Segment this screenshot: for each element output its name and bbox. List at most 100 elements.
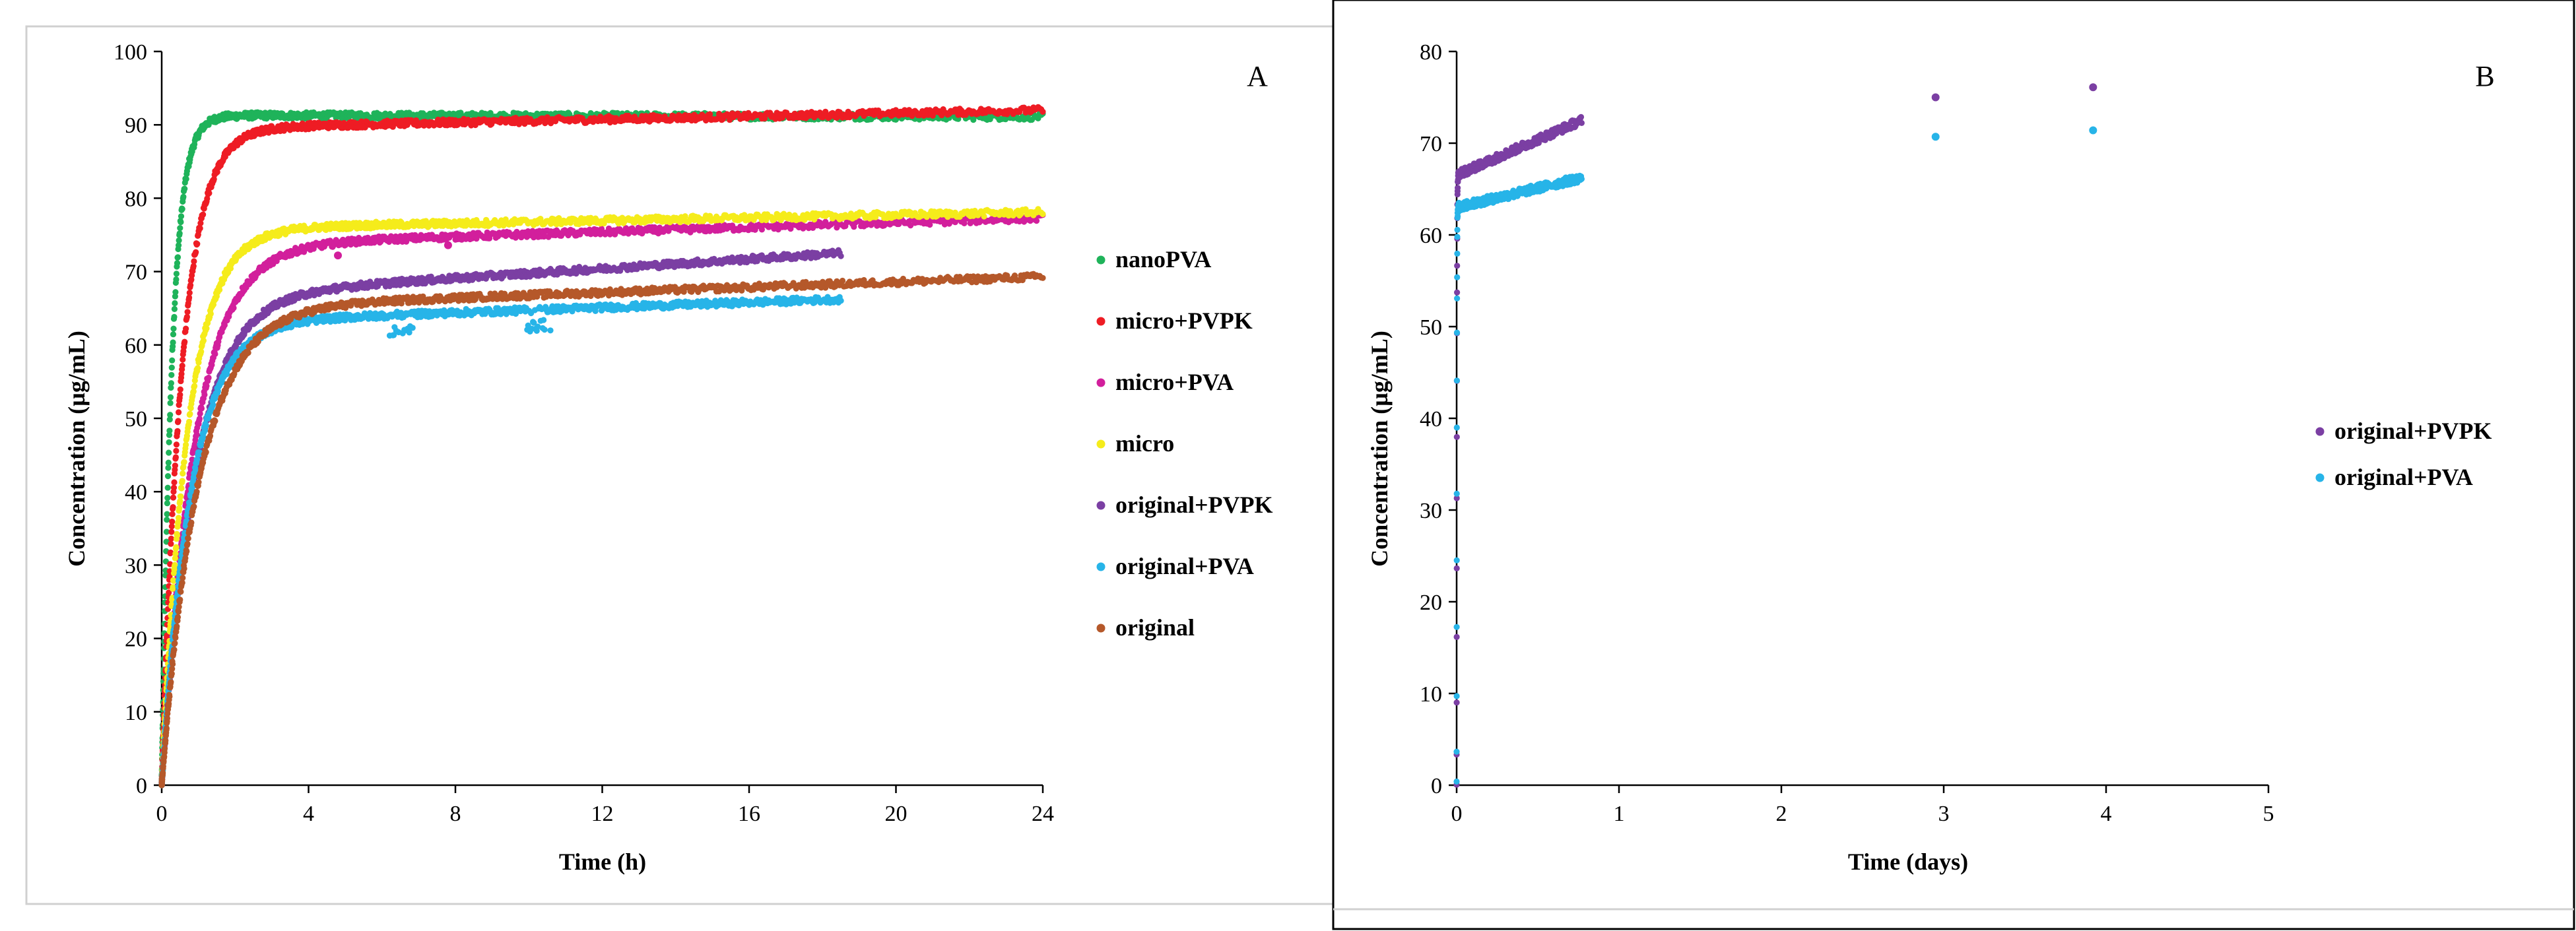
data-point [168,540,174,547]
data-point [172,300,178,307]
data-point [178,493,184,500]
data-point [184,309,191,315]
data-point [178,371,185,377]
data-point [961,220,968,226]
data-point [707,111,713,117]
data-point [166,416,173,423]
data-point [167,400,174,406]
data-point [170,577,177,585]
data-point [180,356,186,363]
chart-a-axes [154,50,1044,793]
data-point [166,432,173,438]
data-point [178,485,185,492]
data-point [164,495,171,501]
data-point [210,401,216,408]
data-point [334,251,342,260]
data-point [176,402,182,408]
data-point [186,418,193,425]
data-point [1021,104,1028,111]
data-point [216,286,223,293]
data-point [212,350,218,358]
data-point [230,305,237,311]
data-point [170,504,176,511]
data-point [174,260,181,267]
data-point [207,311,214,317]
data-point [173,271,180,277]
data-point [170,494,177,501]
data-point [195,365,201,371]
data-point [198,348,205,355]
data-point [193,431,200,438]
series-original-pva [158,294,844,788]
data-point [170,331,177,338]
data-point [908,222,914,229]
data-point [168,364,175,371]
data-point [182,185,188,192]
data-point [929,112,936,119]
data-point [183,325,189,332]
data-point [198,442,205,449]
data-point [179,362,185,369]
data-point [196,416,203,422]
data-point [165,465,172,471]
data-point [1033,218,1040,224]
data-point [181,459,187,465]
data-point [168,523,175,530]
data-point [194,241,201,247]
data-point [180,193,187,200]
data-point [172,550,179,557]
series-micro [158,206,1046,788]
data-point [174,428,181,434]
data-point [176,230,183,237]
data-point [169,357,176,364]
data-point [176,505,183,511]
data-point [171,479,178,486]
data-point [172,463,178,469]
data-point [170,484,178,491]
data-point [164,500,170,507]
data-point [179,478,185,484]
data-point [170,339,176,346]
data-point [172,293,178,300]
data-point [182,338,188,345]
data-point [200,337,207,344]
data-point [164,484,171,491]
data-point [167,394,174,401]
data-point [875,107,882,114]
data-point [166,428,173,434]
data-point [166,573,173,580]
data-point [834,114,840,121]
data-point [164,517,170,523]
data-point [1040,210,1046,218]
data-point [206,190,213,197]
data-point [197,225,203,232]
data-point [172,555,178,562]
data-point [174,254,182,261]
data-point [190,263,197,269]
data-point [164,473,172,480]
data-point [173,276,180,283]
data-point [173,447,180,455]
data-point [200,211,207,218]
data-point [187,282,194,288]
data-point [189,456,195,463]
data-point [163,529,170,535]
data-point [165,459,172,466]
data-point [981,213,987,220]
data-point [171,305,178,312]
data-point [187,410,193,417]
data-point [177,225,183,232]
data-point [183,313,190,320]
data-point [180,470,186,477]
data-point [164,511,170,517]
data-point [190,388,197,395]
data-point [1027,218,1034,224]
data-point [177,386,183,393]
data-point [927,221,933,228]
series-micro-pvpk [158,104,1046,787]
data-point [175,519,182,525]
data-point [168,371,175,378]
data-point [193,249,199,255]
data-point [168,535,174,542]
